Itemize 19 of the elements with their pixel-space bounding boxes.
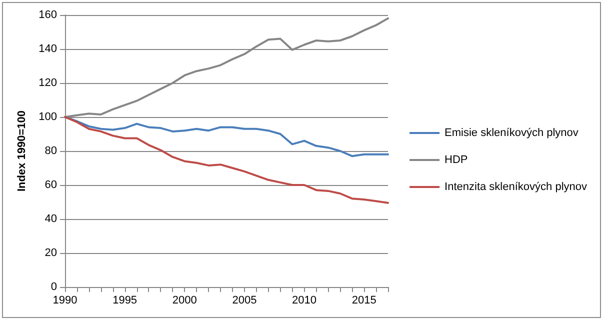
y-tick-label: 20 (44, 247, 57, 259)
y-tick-label: 0 (50, 281, 57, 293)
y-tick-label: 100 (38, 111, 57, 123)
x-tick-label: 2015 (352, 294, 376, 306)
y-tick-label: 60 (44, 179, 57, 191)
y-tick-label: 40 (44, 213, 57, 225)
legend-label: HDP (444, 154, 468, 166)
x-tick-label: 2010 (292, 294, 316, 306)
y-axis-title: Index 1990=100 (16, 110, 28, 192)
y-tick-label: 80 (44, 145, 57, 157)
x-tick-label: 1990 (52, 294, 78, 306)
y-tick-label: 120 (38, 77, 57, 89)
y-tick-label: 140 (38, 43, 57, 55)
y-tick-label: 160 (38, 9, 57, 21)
legend-label: Intenzita skleníkových plynov (444, 181, 588, 193)
x-tick-label: 2005 (232, 294, 257, 306)
x-tick-label: 1995 (112, 294, 138, 306)
x-tick-label: 2000 (172, 294, 197, 306)
legend-label: Emisie skleníkových plynov (444, 127, 579, 139)
